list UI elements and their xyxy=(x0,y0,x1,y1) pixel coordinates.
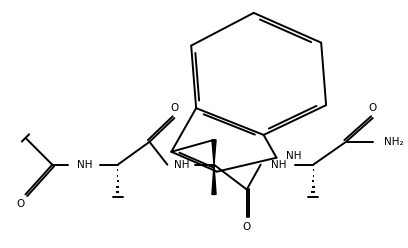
Text: NH: NH xyxy=(271,160,286,170)
Text: NH: NH xyxy=(77,160,93,170)
Text: NH₂: NH₂ xyxy=(384,137,404,147)
Text: O: O xyxy=(17,199,25,209)
Polygon shape xyxy=(212,165,216,194)
Text: O: O xyxy=(170,103,178,113)
Polygon shape xyxy=(212,140,216,165)
Text: NH: NH xyxy=(286,151,302,161)
Text: O: O xyxy=(368,103,377,113)
Text: NH: NH xyxy=(173,160,189,170)
Text: O: O xyxy=(243,222,251,232)
